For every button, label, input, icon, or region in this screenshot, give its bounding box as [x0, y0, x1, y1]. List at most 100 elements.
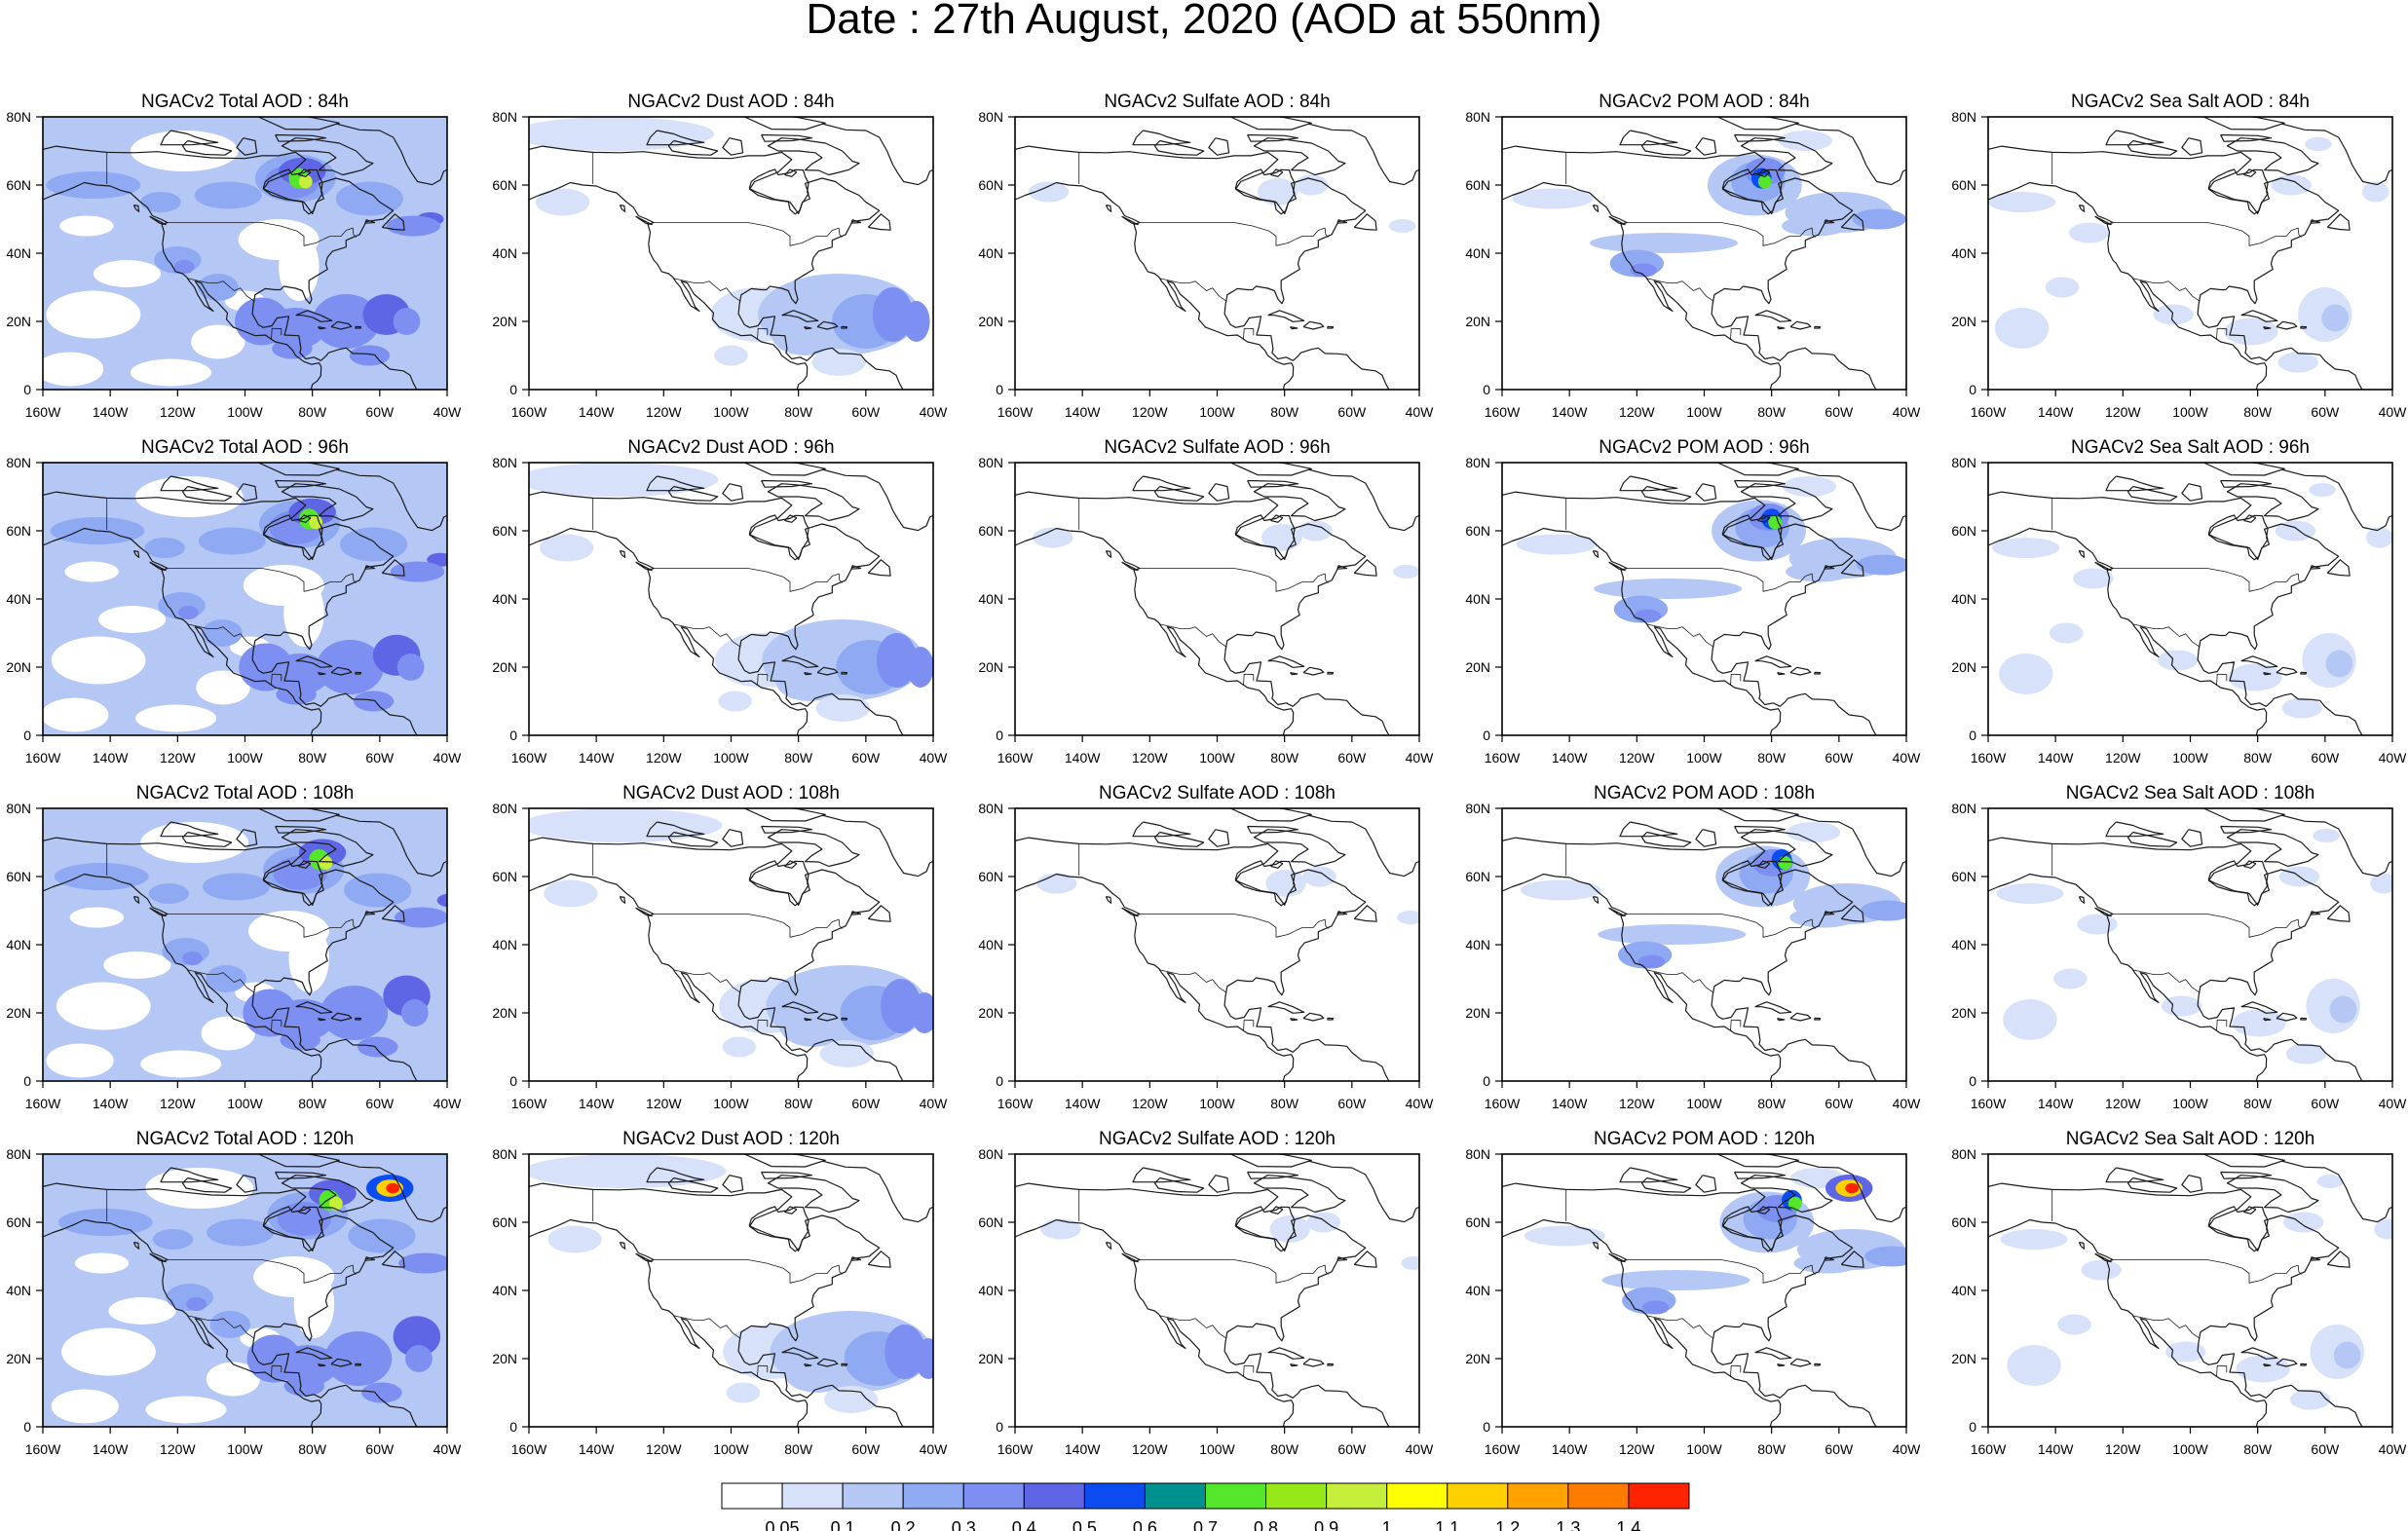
map-panel: NGACv2 POM AOD : 84h 160W 140W 120W 100W 80W 6… [1465, 92, 1922, 420]
coastline-path [1789, 1012, 1812, 1022]
coastline-path [816, 1012, 839, 1022]
lon-tick-label: 60W [2311, 404, 2340, 420]
aod-plume [2329, 995, 2357, 1024]
lon-tick-label: 60W [1337, 404, 1367, 420]
aod-clear-patch [135, 704, 217, 732]
colorbar-tick-label: 0.2 [891, 1518, 916, 1531]
coastline-path [1717, 117, 1799, 131]
lon-tick-label: 80W [1270, 750, 1299, 766]
map-panel: NGACv2 Sea Salt AOD : 108h 160W 140W 120W 10… [1951, 783, 2407, 1111]
lon-tick-label: 100W [1199, 1096, 1235, 1111]
aod-plume [1594, 579, 1743, 599]
country-border [757, 1019, 769, 1031]
aod-clear-patch [98, 606, 167, 633]
lon-tick-label: 40W [433, 404, 463, 420]
coastline-path [1740, 137, 1833, 176]
coastline-path [318, 672, 326, 676]
coastline-path [2280, 814, 2392, 878]
coastline-path [2240, 310, 2278, 322]
aod-plume [1634, 609, 1662, 623]
aod-field [43, 463, 447, 735]
coastline-path [646, 475, 705, 492]
aod-plume [1269, 1215, 1310, 1243]
coastline-path [1208, 1175, 1230, 1193]
aod-plume [1992, 538, 2060, 558]
coastline-path [784, 514, 798, 523]
aod-plume [915, 1338, 933, 1379]
lon-tick-label: 120W [2105, 750, 2141, 766]
lon-tick-label: 160W [25, 750, 61, 766]
coastline-path [744, 808, 826, 822]
aod-plume [1999, 653, 2053, 694]
colorbar-tick-label: 1.1 [1435, 1518, 1459, 1531]
panel-title: NGACv2 Sea Salt AOD : 96h [2071, 437, 2310, 458]
aod-plume [1864, 1246, 1906, 1267]
coastline-path [1502, 873, 1782, 1081]
lon-tick-label: 140W [579, 1441, 615, 1457]
aod-clear-patch [46, 1043, 114, 1078]
coastline-path [1336, 911, 1348, 915]
aod-plume [902, 301, 930, 342]
coastlines [529, 808, 933, 1081]
coastline-path [262, 514, 324, 561]
lon-tick-label: 160W [997, 404, 1034, 420]
lat-tick-label: 80N [492, 1146, 517, 1162]
aod-plume [1040, 1218, 1081, 1240]
country-border [2132, 278, 2201, 302]
aod-plume [1302, 866, 1336, 887]
aod-plume [1988, 192, 2056, 212]
lon-tick-label: 140W [2038, 750, 2074, 766]
coastline-path [1619, 1167, 1678, 1183]
coastline-path [1777, 326, 1786, 330]
lon-tick-label: 40W [1893, 404, 1922, 420]
lat-tick-label: 80N [1465, 801, 1490, 816]
coastline-path [1015, 181, 1295, 390]
lat-tick-label: 60N [1465, 177, 1490, 193]
coastline-path [821, 468, 933, 532]
coastline-path [2326, 213, 2351, 231]
coastline-path [2105, 475, 2164, 492]
coastline-path [181, 1176, 233, 1193]
coastline-path [275, 825, 327, 834]
coastline-path [1608, 561, 1626, 572]
coastline-path [1234, 168, 1297, 215]
lat-tick-label: 0 [996, 382, 1003, 397]
panel-title: NGACv2 Dust AOD : 120h [622, 1129, 840, 1149]
aod-field [1988, 1154, 2392, 1427]
lat-tick-label: 40N [1465, 245, 1490, 261]
coastline-path [2203, 117, 2285, 131]
aod-plume [280, 1029, 320, 1051]
coastline-path [1302, 320, 1325, 330]
coastline-path [181, 139, 233, 156]
coastline-path [149, 907, 167, 917]
colorbar-tick-label: 1.4 [1616, 1518, 1640, 1531]
coastline-path [850, 565, 862, 570]
coastline-path [2126, 139, 2178, 156]
coastline-path [1132, 130, 1191, 146]
coastline-path [2207, 860, 2270, 907]
lon-tick-label: 120W [1619, 404, 1655, 420]
coastline-path [1302, 1358, 1325, 1367]
lon-tick-label: 40W [433, 1096, 463, 1111]
lat-tick-label: 80N [978, 801, 1003, 816]
coastline-path [619, 896, 626, 904]
aod-plume [1589, 233, 1739, 253]
lon-tick-label: 140W [93, 404, 129, 420]
colorbar-tick-label: 1 [1382, 1518, 1392, 1531]
coastline-path [1307, 468, 1419, 532]
panel-title: NGACv2 POM AOD : 108h [1594, 783, 1815, 803]
lon-tick-label: 80W [784, 750, 813, 766]
coastline-path [1302, 1012, 1325, 1022]
coastline-path [2207, 168, 2270, 215]
coastline-path [275, 133, 327, 142]
aod-background-fill [1502, 808, 1906, 1081]
country-border [1243, 327, 1255, 340]
coastline-path [2240, 655, 2278, 668]
coastline-path [1754, 310, 1792, 322]
coastline-path [529, 1218, 809, 1427]
coastline-path [381, 213, 405, 231]
lon-tick-label: 100W [713, 1441, 749, 1457]
lat-tick-label: 40N [978, 1283, 1003, 1298]
lat-tick-label: 60N [6, 869, 31, 884]
coastline-path [767, 1175, 860, 1214]
